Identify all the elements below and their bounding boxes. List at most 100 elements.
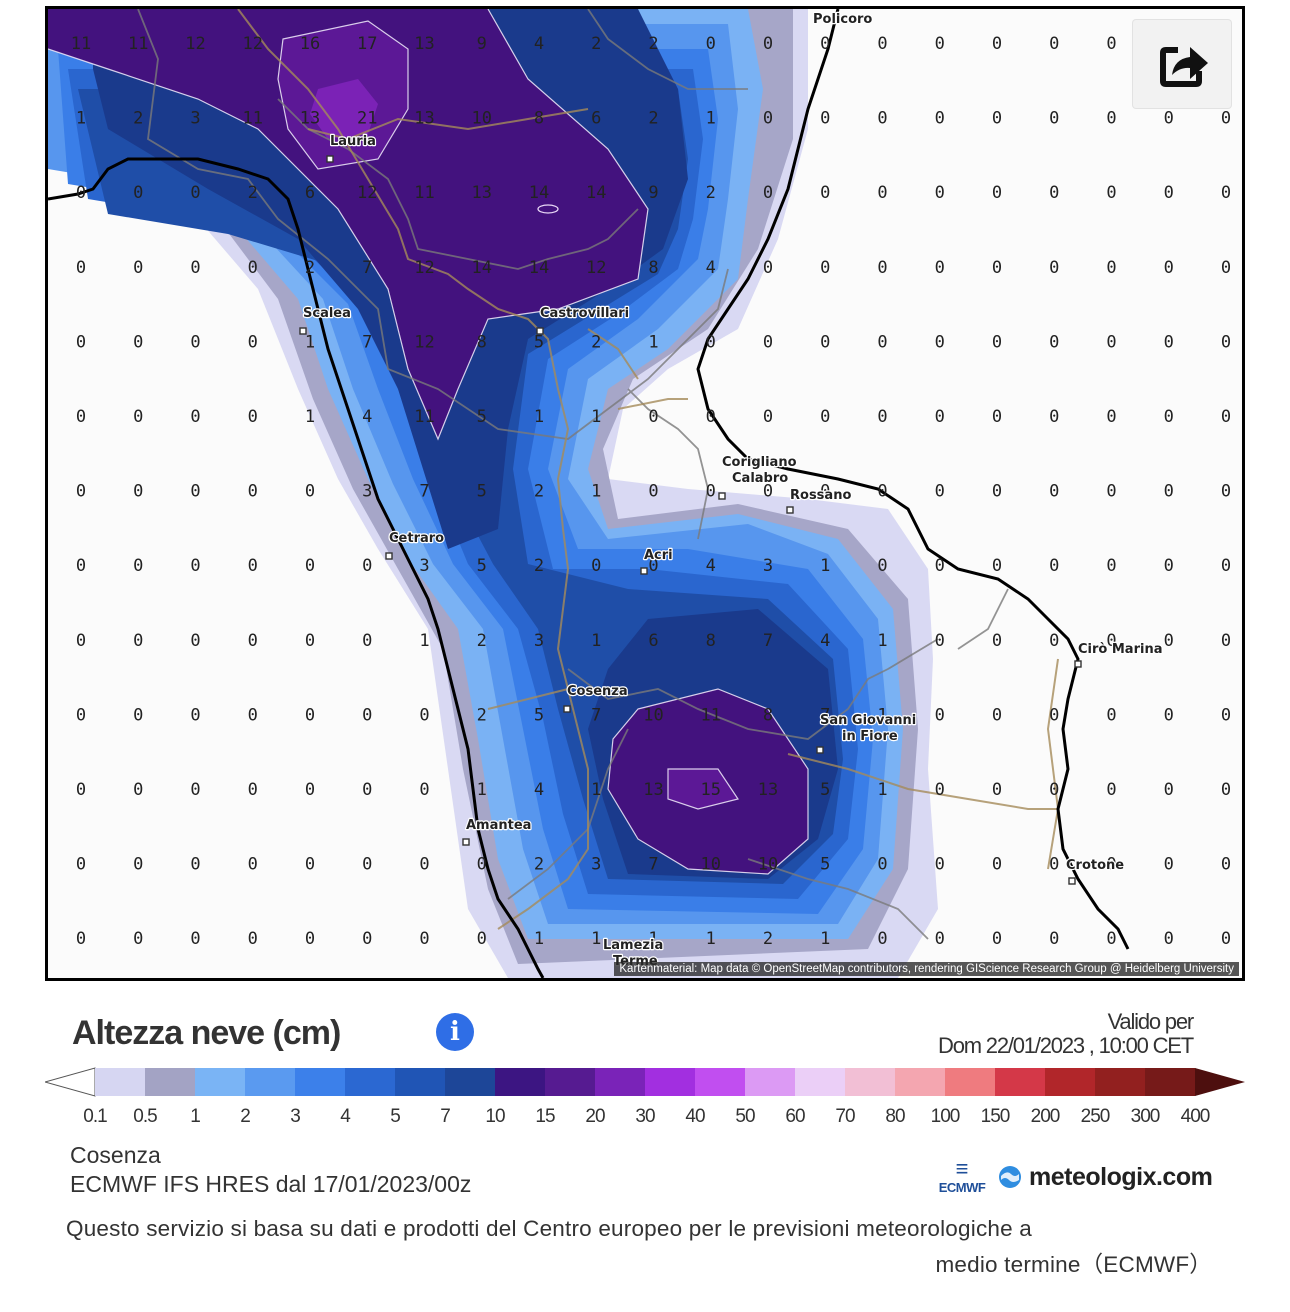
- legend-cell: [1095, 1068, 1146, 1096]
- grid-value: 4: [362, 407, 372, 427]
- grid-value: 0: [133, 705, 143, 725]
- city-labels: Policoro Lauria Scalea Castrovillari Corigli…: [299, 11, 1164, 970]
- coastline: [48, 9, 1130, 978]
- grid-value: 0: [76, 929, 86, 949]
- legend-arrow-left: [45, 1067, 96, 1097]
- grid-value: 13: [414, 109, 434, 129]
- city-label: Castrovillari: [540, 306, 629, 321]
- band-10: [48, 9, 808, 874]
- grid-value: 5: [534, 332, 544, 352]
- grid-value: 9: [648, 183, 658, 203]
- grid-value: 0: [1106, 109, 1116, 129]
- grid-value: 0: [591, 556, 601, 576]
- grid-value: 14: [529, 258, 549, 278]
- grid-value: 1: [648, 332, 658, 352]
- meteologix-logo[interactable]: meteologix.com: [997, 1160, 1213, 1194]
- city-label: Rossano: [790, 488, 851, 503]
- disclaimer-line-2: medio termine（ECMWF）: [935, 1252, 1212, 1277]
- grid-value: 2: [591, 332, 601, 352]
- grid-value: 1: [820, 556, 830, 576]
- grid-value: 0: [1164, 407, 1174, 427]
- grid-value: 7: [362, 258, 372, 278]
- legend-cell: [595, 1068, 646, 1096]
- grid-value: 0: [648, 407, 658, 427]
- info-glyph: i: [450, 1017, 460, 1047]
- info-icon[interactable]: i: [436, 1013, 474, 1051]
- grid-value: 0: [1221, 258, 1231, 278]
- grid-value: 0: [248, 258, 258, 278]
- grid-value: 0: [1164, 631, 1174, 651]
- grid-value: 11: [414, 183, 434, 203]
- grid-value: 0: [935, 34, 945, 54]
- grid-value: 3: [190, 109, 200, 129]
- grid-value: 4: [534, 34, 544, 54]
- grid-value: 0: [190, 407, 200, 427]
- grid-value: 0: [820, 258, 830, 278]
- grid-value: 0: [133, 332, 143, 352]
- snow-depth-bands: [48, 9, 938, 978]
- grid-value: 0: [248, 929, 258, 949]
- city-label: Scalea: [303, 306, 351, 321]
- legend-cell: [445, 1068, 496, 1096]
- share-button[interactable]: [1133, 20, 1231, 108]
- grid-value: 0: [305, 705, 315, 725]
- grid-value: 1: [591, 631, 601, 651]
- grid-value: 0: [935, 258, 945, 278]
- grid-value: 0: [190, 258, 200, 278]
- grid-value: 0: [820, 109, 830, 129]
- grid-value: 13: [414, 34, 434, 54]
- grid-value: 1: [419, 631, 429, 651]
- grid-value: 1: [305, 407, 315, 427]
- snow-depth-map[interactable]: 11 11 12 12 16 17 13 9 4 2 2 0 0 0 0 0 0 0 0 1 2 3 11 13 21 13 10 8…: [45, 6, 1245, 981]
- grid-value: 7: [763, 631, 773, 651]
- place-name: Cosenza: [70, 1142, 161, 1168]
- grid-value: 0: [133, 183, 143, 203]
- grid-value: 0: [992, 332, 1002, 352]
- grid-value: 0: [992, 855, 1002, 875]
- grid-value: 5: [534, 705, 544, 725]
- grid-value: 0: [935, 183, 945, 203]
- grid-value: 0: [1106, 855, 1116, 875]
- grid-value: 8: [648, 258, 658, 278]
- grid-value: 0: [877, 929, 887, 949]
- disclaimer-line-1: Questo servizio si basa su dati e prodot…: [66, 1216, 1032, 1241]
- legend-arrow-right: [1195, 1068, 1245, 1096]
- legend-tick: 7: [440, 1106, 451, 1127]
- grid-value: 1: [591, 929, 601, 949]
- grid-value: 0: [935, 482, 945, 502]
- grid-value: 13: [300, 109, 320, 129]
- grid-value: 0: [1221, 482, 1231, 502]
- grid-value: 0: [1106, 34, 1116, 54]
- grid-value: 0: [1164, 780, 1174, 800]
- grid-value: 0: [1049, 556, 1059, 576]
- grid-value: 0: [935, 705, 945, 725]
- grid-value: 0: [1221, 631, 1231, 651]
- grid-value: 11: [128, 34, 148, 54]
- legend-tick: 15: [535, 1106, 555, 1127]
- grid-value: 2: [763, 929, 773, 949]
- grid-value: 1: [877, 705, 887, 725]
- legend-tick: 5: [390, 1106, 401, 1127]
- grid-value: 0: [190, 183, 200, 203]
- grid-value: 0: [305, 556, 315, 576]
- grid-value: 0: [76, 258, 86, 278]
- grid-value: 0: [992, 705, 1002, 725]
- grid-value: 8: [534, 109, 544, 129]
- grid-value: 0: [305, 482, 315, 502]
- grid-value: 0: [76, 780, 86, 800]
- city-marker: [640, 567, 648, 575]
- legend-cell: [495, 1068, 546, 1096]
- city-label: San Giovanni in Fiore: [820, 713, 916, 744]
- grid-value: 7: [820, 705, 830, 725]
- grid-value: 0: [706, 482, 716, 502]
- grid-value: 0: [1164, 332, 1174, 352]
- map-attribution[interactable]: Kartenmaterial: Map data © OpenStreetMap…: [614, 962, 1239, 976]
- legend-tick: 400: [1180, 1106, 1211, 1127]
- ecmwf-logo[interactable]: ≡ ECMWF: [930, 1158, 994, 1198]
- grid-value: 1: [591, 780, 601, 800]
- legend-tick: 60: [785, 1106, 805, 1127]
- grid-value: 0: [1106, 407, 1116, 427]
- grid-value: 0: [1049, 258, 1059, 278]
- grid-value: 6: [648, 631, 658, 651]
- city-marker: [326, 155, 334, 163]
